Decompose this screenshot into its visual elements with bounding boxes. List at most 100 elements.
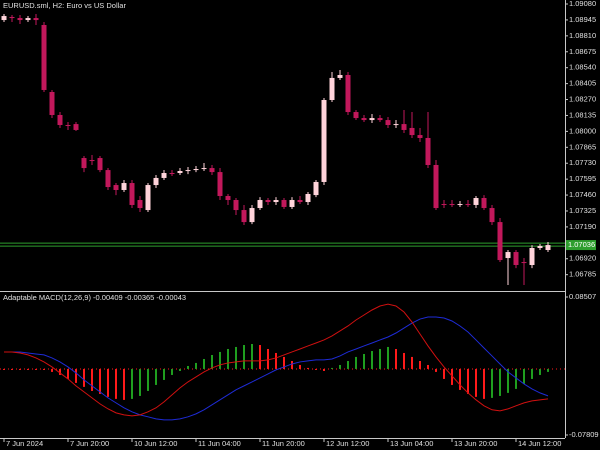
- y-tick-label: -0.07809: [569, 430, 599, 439]
- candle-body: [297, 200, 303, 203]
- histogram-bar: [363, 353, 365, 369]
- histogram-bar: [371, 351, 373, 369]
- y-tick-label: 1.08270: [569, 95, 596, 104]
- y-tick-label: 1.08000: [569, 126, 596, 135]
- histogram-bar: [395, 348, 397, 369]
- candle-body: [257, 200, 263, 209]
- candle-body: [289, 200, 295, 207]
- candle-body: [521, 262, 527, 264]
- y-tick-label: 1.08405: [569, 79, 596, 88]
- candle-body: [337, 75, 343, 78]
- histogram-bar: [155, 368, 157, 385]
- histogram-bar: [67, 368, 69, 379]
- candle-body: [481, 198, 487, 209]
- candle-body: [121, 183, 127, 190]
- histogram-bar: [323, 368, 325, 371]
- histogram-bar: [339, 364, 341, 369]
- candle-body: [385, 120, 391, 126]
- candle-body: [161, 173, 167, 178]
- candle-body: [9, 16, 15, 19]
- histogram-bar: [331, 367, 333, 369]
- histogram-bar: [91, 368, 93, 391]
- candle-body: [449, 204, 455, 206]
- histogram-bar: [403, 352, 405, 369]
- histogram-bar: [219, 351, 221, 369]
- candle-body: [505, 252, 511, 259]
- candle-body: [41, 25, 47, 90]
- candle-body: [513, 252, 519, 265]
- price-label: 1.07036: [568, 240, 595, 249]
- histogram-bar: [123, 368, 125, 400]
- candle-body: [113, 185, 119, 190]
- y-tick-label: 1.09080: [569, 0, 596, 8]
- histogram-bar: [387, 346, 389, 369]
- candle-body: [233, 200, 239, 211]
- histogram-bar: [75, 368, 77, 383]
- candle-body: [497, 222, 503, 261]
- histogram-bar: [379, 348, 381, 369]
- candle-body: [369, 118, 375, 121]
- x-tick-label: 12 Jun 12:00: [326, 439, 369, 448]
- candle-body: [225, 196, 231, 201]
- candle-body: [313, 181, 319, 196]
- histogram-bar: [51, 368, 53, 372]
- candle-body: [25, 18, 31, 21]
- histogram-bar: [211, 354, 213, 369]
- histogram-bar: [99, 368, 101, 394]
- candle-body: [401, 124, 407, 130]
- candle-body: [17, 18, 23, 21]
- histogram-bar: [83, 368, 85, 387]
- candle-body: [345, 75, 351, 113]
- y-tick-label: 1.08675: [569, 47, 596, 56]
- histogram-bar: [291, 361, 293, 369]
- candle-body: [1, 16, 7, 21]
- histogram-bar: [179, 368, 181, 371]
- candle-body: [209, 168, 215, 173]
- histogram-bar: [171, 368, 173, 375]
- candle-body: [361, 118, 367, 121]
- histogram-bar: [163, 368, 165, 380]
- y-tick-label: 1.08810: [569, 31, 596, 40]
- histogram-bar: [347, 361, 349, 369]
- candle-body: [433, 164, 439, 209]
- candle-body: [473, 198, 479, 205]
- y-tick-label: 1.08945: [569, 15, 596, 24]
- candle-body: [65, 125, 71, 127]
- x-tick-label: 11 Jun 20:00: [262, 439, 305, 448]
- candle-body: [265, 200, 271, 203]
- y-tick-label: 1.07595: [569, 174, 596, 183]
- histogram-bar: [115, 368, 117, 399]
- candle-body: [241, 210, 247, 223]
- candle-body: [353, 112, 359, 119]
- candle-body: [153, 177, 159, 186]
- candle-body: [529, 248, 535, 265]
- histogram-bar: [467, 368, 469, 394]
- candle-body: [105, 170, 111, 188]
- candle-body: [329, 77, 335, 101]
- candle-body: [73, 124, 79, 130]
- x-tick-label: 11 Jun 04:00: [198, 439, 241, 448]
- histogram-bar: [547, 368, 549, 372]
- histogram-bar: [275, 352, 277, 369]
- indicator-line: [4, 303, 549, 417]
- histogram-bar: [59, 368, 61, 375]
- histogram-bar: [515, 368, 517, 389]
- candle-body: [537, 246, 543, 249]
- histogram-bar: [483, 368, 485, 399]
- y-tick-label: 1.07865: [569, 142, 596, 151]
- candle-body: [489, 208, 495, 223]
- candle-body: [305, 194, 311, 203]
- candle-body: [129, 183, 135, 205]
- histogram-bar: [203, 358, 205, 369]
- candle-body: [169, 173, 175, 175]
- histogram-bar: [531, 368, 533, 379]
- histogram-bar: [139, 368, 141, 396]
- histogram-bar: [195, 362, 197, 369]
- histogram-bar: [27, 368, 29, 370]
- candle-body: [33, 18, 39, 21]
- x-tick-label: 7 Jun 2024: [6, 439, 43, 448]
- histogram-bar: [19, 368, 21, 370]
- histogram-bar: [523, 368, 525, 384]
- histogram-bar: [459, 368, 461, 390]
- y-tick-label: 0.08507: [569, 292, 596, 301]
